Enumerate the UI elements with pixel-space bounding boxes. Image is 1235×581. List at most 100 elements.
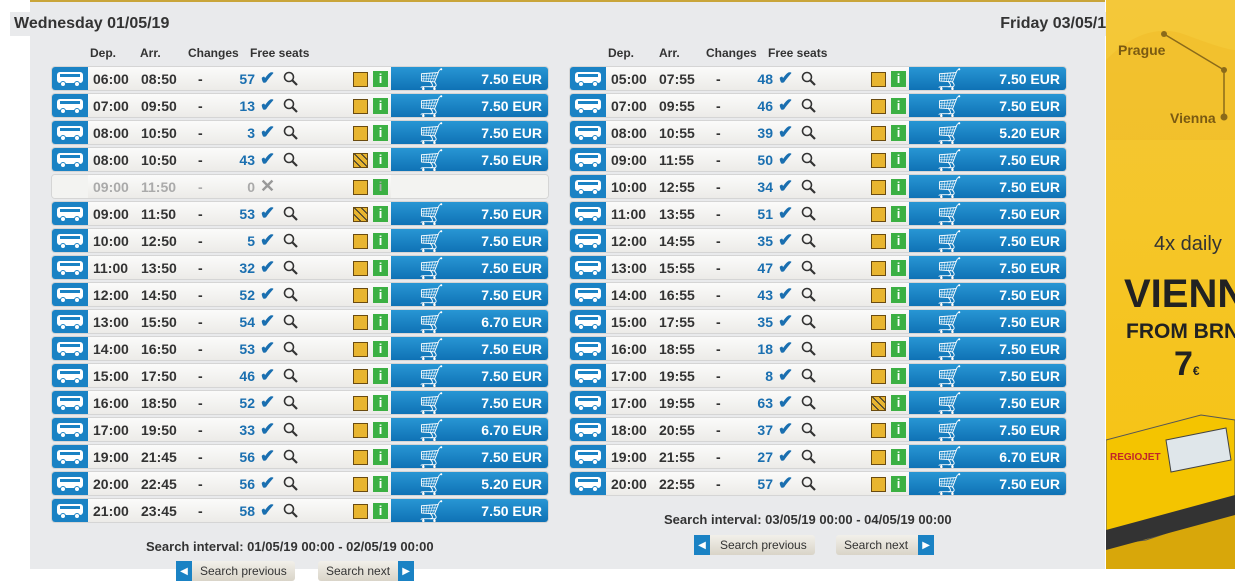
search-icon[interactable] (283, 314, 299, 333)
buy-button[interactable]: 🛒 7.50 EUR (391, 256, 548, 279)
info-icon[interactable]: i (373, 341, 388, 357)
connection-row[interactable]: 11:00 13:50 - 32 ✔ i 🛒 7.50 EUR (51, 255, 549, 280)
buy-button[interactable]: 🛒 6.70 EUR (391, 310, 548, 333)
right-search-next-button[interactable]: Search next ▶ (836, 535, 935, 555)
connection-row[interactable]: 21:00 23:45 - 58 ✔ i 🛒 7.50 EUR (51, 498, 549, 523)
right-search-previous-button[interactable]: ◀ Search previous (694, 535, 815, 555)
connection-row[interactable]: 09:00 11:55 - 50 ✔ i 🛒 7.50 EUR (569, 147, 1067, 172)
search-icon[interactable] (801, 206, 817, 225)
buy-button[interactable]: 🛒 7.50 EUR (909, 391, 1066, 414)
info-icon[interactable]: i (891, 206, 906, 222)
info-icon[interactable]: i (891, 368, 906, 384)
price-empty[interactable] (391, 175, 548, 198)
connection-row[interactable]: 10:00 12:55 - 34 ✔ i 🛒 7.50 EUR (569, 174, 1067, 199)
buy-button[interactable]: 🛒 7.50 EUR (909, 148, 1066, 171)
connection-row[interactable]: 18:00 20:55 - 37 ✔ i 🛒 7.50 EUR (569, 417, 1067, 442)
buy-button[interactable]: 🛒 7.50 EUR (909, 202, 1066, 225)
info-icon[interactable]: i (891, 152, 906, 168)
info-icon[interactable]: i (373, 395, 388, 411)
buy-button[interactable]: 🛒 7.50 EUR (909, 94, 1066, 117)
buy-button[interactable]: 🛒 7.50 EUR (391, 391, 548, 414)
search-icon[interactable] (283, 287, 299, 306)
buy-button[interactable]: 🛒 7.50 EUR (391, 364, 548, 387)
connection-row[interactable]: 13:00 15:55 - 47 ✔ i 🛒 7.50 EUR (569, 255, 1067, 280)
connection-row[interactable]: 12:00 14:55 - 35 ✔ i 🛒 7.50 EUR (569, 228, 1067, 253)
info-icon[interactable]: i (891, 341, 906, 357)
buy-button[interactable]: 🛒 7.50 EUR (909, 418, 1066, 441)
regiojet-ad-banner[interactable]: Prague Vienna 4x daily VIENNA FROM BRNO … (1106, 0, 1235, 569)
left-search-next-button[interactable]: Search next ▶ (318, 561, 415, 581)
search-icon[interactable] (283, 71, 299, 90)
search-icon[interactable] (801, 260, 817, 279)
connection-row[interactable]: 15:00 17:50 - 46 ✔ i 🛒 7.50 EUR (51, 363, 549, 388)
buy-button[interactable]: 🛒 6.70 EUR (909, 445, 1066, 468)
connection-row[interactable]: 16:00 18:50 - 52 ✔ i 🛒 7.50 EUR (51, 390, 549, 415)
buy-button[interactable]: 🛒 7.50 EUR (909, 67, 1066, 90)
search-icon[interactable] (801, 233, 817, 252)
search-icon[interactable] (283, 98, 299, 117)
search-icon[interactable] (801, 314, 817, 333)
search-icon[interactable] (801, 476, 817, 495)
connection-row[interactable]: 07:00 09:55 - 46 ✔ i 🛒 7.50 EUR (569, 93, 1067, 118)
search-icon[interactable] (801, 98, 817, 117)
search-icon[interactable] (283, 260, 299, 279)
info-icon[interactable]: i (373, 98, 388, 114)
info-icon[interactable]: i (373, 206, 388, 222)
search-icon[interactable] (283, 206, 299, 225)
info-icon[interactable]: i (891, 449, 906, 465)
search-icon[interactable] (283, 368, 299, 387)
info-icon[interactable]: i (891, 287, 906, 303)
buy-button[interactable]: 🛒 7.50 EUR (391, 445, 548, 468)
search-icon[interactable] (283, 422, 299, 441)
info-icon[interactable]: i (891, 179, 906, 195)
info-icon[interactable]: i (373, 152, 388, 168)
info-icon[interactable]: i (891, 71, 906, 87)
search-icon[interactable] (801, 341, 817, 360)
buy-button[interactable]: 🛒 7.50 EUR (909, 364, 1066, 387)
connection-row[interactable]: 08:00 10:50 - 43 ✔ i 🛒 7.50 EUR (51, 147, 549, 172)
buy-button[interactable]: 🛒 7.50 EUR (909, 283, 1066, 306)
info-icon[interactable]: i (891, 395, 906, 411)
buy-button[interactable]: 🛒 7.50 EUR (391, 202, 548, 225)
search-icon[interactable] (801, 368, 817, 387)
buy-button[interactable]: 🛒 7.50 EUR (391, 337, 548, 360)
connection-row[interactable]: 19:00 21:55 - 27 ✔ i 🛒 6.70 EUR (569, 444, 1067, 469)
buy-button[interactable]: 🛒 7.50 EUR (391, 121, 548, 144)
buy-button[interactable]: 🛒 7.50 EUR (391, 229, 548, 252)
search-icon[interactable] (283, 152, 299, 171)
search-icon[interactable] (801, 395, 817, 414)
buy-button[interactable]: 🛒 7.50 EUR (391, 499, 548, 522)
info-icon[interactable]: i (373, 260, 388, 276)
connection-row[interactable]: 13:00 15:50 - 54 ✔ i 🛒 6.70 EUR (51, 309, 549, 334)
search-icon[interactable] (283, 341, 299, 360)
info-icon[interactable]: i (891, 260, 906, 276)
buy-button[interactable]: 🛒 7.50 EUR (391, 283, 548, 306)
buy-button[interactable]: 🛒 7.50 EUR (909, 175, 1066, 198)
left-search-previous-button[interactable]: ◀ Search previous (176, 561, 295, 581)
connection-row[interactable]: 06:00 08:50 - 57 ✔ i 🛒 7.50 EUR (51, 66, 549, 91)
connection-row[interactable]: 14:00 16:55 - 43 ✔ i 🛒 7.50 EUR (569, 282, 1067, 307)
buy-button[interactable]: 🛒 7.50 EUR (909, 337, 1066, 360)
buy-button[interactable]: 🛒 5.20 EUR (909, 121, 1066, 144)
connection-row[interactable]: 15:00 17:55 - 35 ✔ i 🛒 7.50 EUR (569, 309, 1067, 334)
info-icon[interactable]: i (891, 422, 906, 438)
search-icon[interactable] (283, 476, 299, 495)
info-icon[interactable]: i (373, 287, 388, 303)
info-icon[interactable]: i (373, 449, 388, 465)
connection-row[interactable]: 19:00 21:45 - 56 ✔ i 🛒 7.50 EUR (51, 444, 549, 469)
info-icon[interactable]: i (891, 98, 906, 114)
connection-row[interactable]: 14:00 16:50 - 53 ✔ i 🛒 7.50 EUR (51, 336, 549, 361)
connection-row[interactable]: 11:00 13:55 - 51 ✔ i 🛒 7.50 EUR (569, 201, 1067, 226)
search-icon[interactable] (801, 125, 817, 144)
info-icon[interactable]: i (373, 476, 388, 492)
search-icon[interactable] (283, 503, 299, 522)
connection-row[interactable]: 05:00 07:55 - 48 ✔ i 🛒 7.50 EUR (569, 66, 1067, 91)
connection-row[interactable]: 10:00 12:50 - 5 ✔ i 🛒 7.50 EUR (51, 228, 549, 253)
search-icon[interactable] (801, 71, 817, 90)
connection-row[interactable]: 17:00 19:55 - 8 ✔ i 🛒 7.50 EUR (569, 363, 1067, 388)
connection-row[interactable]: 20:00 22:45 - 56 ✔ i 🛒 5.20 EUR (51, 471, 549, 496)
connection-row[interactable]: 16:00 18:55 - 18 ✔ i 🛒 7.50 EUR (569, 336, 1067, 361)
info-icon[interactable]: i (891, 476, 906, 492)
search-icon[interactable] (801, 422, 817, 441)
connection-row[interactable]: 20:00 22:55 - 57 ✔ i 🛒 7.50 EUR (569, 471, 1067, 496)
